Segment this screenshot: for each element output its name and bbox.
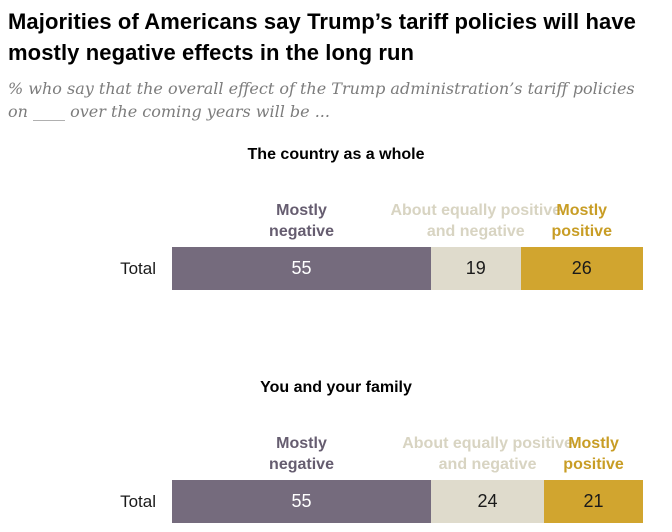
stacked-bar-family: 55 24 21 [172, 480, 643, 523]
segment-mostly-negative: 55 [172, 247, 432, 290]
segment-value: 55 [291, 258, 312, 278]
chart-country-as-a-whole: The country as a whole Mostly negative A… [8, 147, 664, 290]
row-label-total: Total [120, 258, 156, 278]
legend-label-equally-positive-negative: About equally positive and negative [390, 202, 562, 240]
segment-value: 26 [571, 258, 592, 278]
segment-mostly-positive: 26 [520, 247, 643, 290]
legend-cell-positive: Mostly positive [544, 434, 643, 480]
segment-equally-positive-negative: 24 [431, 480, 545, 523]
legend-cell-negative: Mostly negative [172, 434, 431, 480]
row-label-total: Total [120, 491, 156, 511]
legend-label-mostly-positive: Mostly positive [551, 202, 612, 240]
chart-title-family: You and your family [260, 379, 412, 396]
chart-you-and-your-family: You and your family Mostly negative Abou… [8, 380, 664, 523]
segment-mostly-negative: 55 [172, 480, 432, 523]
page-title: Majorities of Americans say Trump’s tari… [8, 9, 637, 65]
bar-row-country: Total 55 19 26 [8, 247, 664, 290]
segment-value: 55 [291, 491, 312, 511]
subtitle: % who say that the overall effect of the… [8, 79, 635, 121]
segment-value: 19 [465, 258, 486, 278]
chart-title-country: The country as a whole [247, 146, 425, 163]
legend-cell-neutral: About equally positive and negative [390, 201, 561, 247]
legend-family: Mostly negative About equally positive a… [172, 434, 643, 480]
legend-label-mostly-negative: Mostly negative [269, 202, 334, 240]
legend-cell-neutral: About equally positive and negative [402, 434, 573, 480]
segment-mostly-positive: 21 [544, 480, 643, 523]
segment-value: 21 [583, 491, 604, 511]
legend-cell-positive: Mostly positive [521, 201, 643, 247]
segment-value: 24 [477, 491, 498, 511]
segment-equally-positive-negative: 19 [431, 247, 521, 290]
legend-label-equally-positive-negative: About equally positive and negative [402, 435, 573, 473]
bar-row-family: Total 55 24 21 [8, 480, 664, 523]
legend-country: Mostly negative About equally positive a… [172, 201, 643, 247]
legend-label-mostly-positive: Mostly positive [563, 435, 624, 473]
stacked-bar-country: 55 19 26 [172, 247, 643, 290]
legend-label-mostly-negative: Mostly negative [269, 435, 334, 473]
legend-cell-negative: Mostly negative [172, 201, 431, 247]
